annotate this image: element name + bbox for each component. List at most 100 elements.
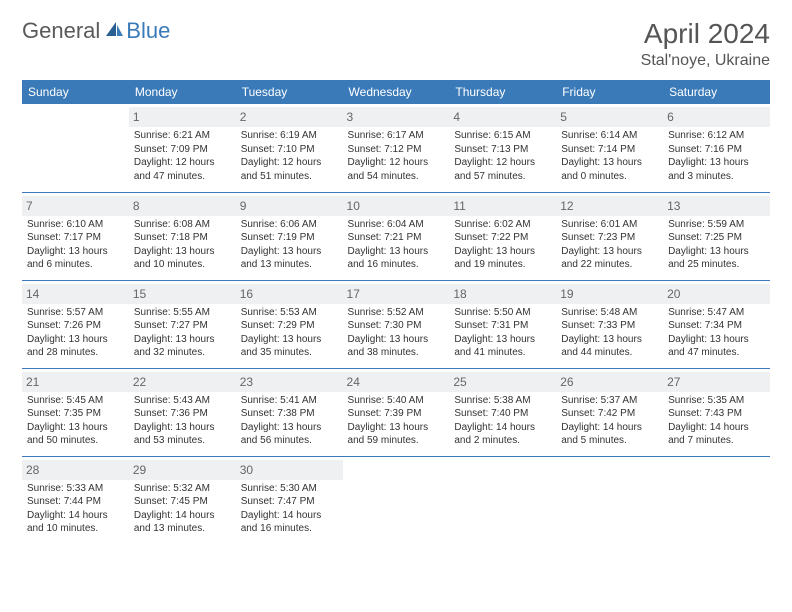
- location-label: Stal'noye, Ukraine: [641, 52, 770, 70]
- sunset-text: Sunset: 7:45 PM: [134, 495, 231, 509]
- sunset-text: Sunset: 7:13 PM: [454, 143, 551, 157]
- day-number: 17: [343, 284, 450, 304]
- sunset-text: Sunset: 7:40 PM: [454, 407, 551, 421]
- calendar-day-cell: [343, 456, 450, 544]
- day-number: 11: [449, 196, 556, 216]
- logo: General Blue: [22, 18, 170, 44]
- daylight-text: Daylight: 13 hours and 35 minutes.: [241, 333, 338, 360]
- day-number: 4: [449, 107, 556, 127]
- sunrise-text: Sunrise: 6:08 AM: [134, 218, 231, 232]
- calendar-day-cell: [556, 456, 663, 544]
- weekday-header: Wednesday: [343, 80, 450, 104]
- sunrise-text: Sunrise: 5:30 AM: [241, 482, 338, 496]
- logo-text-blue: Blue: [126, 18, 170, 44]
- day-number: 18: [449, 284, 556, 304]
- sunrise-text: Sunrise: 6:14 AM: [561, 129, 658, 143]
- sunrise-text: Sunrise: 6:02 AM: [454, 218, 551, 232]
- calendar-day-cell: 13Sunrise: 5:59 AMSunset: 7:25 PMDayligh…: [663, 192, 770, 280]
- sunrise-text: Sunrise: 6:15 AM: [454, 129, 551, 143]
- daylight-text: Daylight: 12 hours and 54 minutes.: [348, 156, 445, 183]
- daylight-text: Daylight: 13 hours and 38 minutes.: [348, 333, 445, 360]
- sunrise-text: Sunrise: 5:57 AM: [27, 306, 124, 320]
- sunset-text: Sunset: 7:36 PM: [134, 407, 231, 421]
- weekday-header: Thursday: [449, 80, 556, 104]
- calendar-day-cell: 5Sunrise: 6:14 AMSunset: 7:14 PMDaylight…: [556, 104, 663, 192]
- sunset-text: Sunset: 7:16 PM: [668, 143, 765, 157]
- sunrise-text: Sunrise: 5:45 AM: [27, 394, 124, 408]
- calendar-day-cell: 22Sunrise: 5:43 AMSunset: 7:36 PMDayligh…: [129, 368, 236, 456]
- daylight-text: Daylight: 13 hours and 47 minutes.: [668, 333, 765, 360]
- sunrise-text: Sunrise: 5:37 AM: [561, 394, 658, 408]
- day-number: 19: [556, 284, 663, 304]
- calendar-day-cell: 25Sunrise: 5:38 AMSunset: 7:40 PMDayligh…: [449, 368, 556, 456]
- day-number: 1: [129, 107, 236, 127]
- sunset-text: Sunset: 7:39 PM: [348, 407, 445, 421]
- calendar-day-cell: [22, 104, 129, 192]
- sunset-text: Sunset: 7:18 PM: [134, 231, 231, 245]
- day-number: 21: [22, 372, 129, 392]
- calendar-week-row: 7Sunrise: 6:10 AMSunset: 7:17 PMDaylight…: [22, 192, 770, 280]
- daylight-text: Daylight: 13 hours and 3 minutes.: [668, 156, 765, 183]
- calendar-day-cell: [663, 456, 770, 544]
- day-number: 25: [449, 372, 556, 392]
- sunset-text: Sunset: 7:47 PM: [241, 495, 338, 509]
- sunrise-text: Sunrise: 5:59 AM: [668, 218, 765, 232]
- sunrise-text: Sunrise: 6:12 AM: [668, 129, 765, 143]
- sunset-text: Sunset: 7:12 PM: [348, 143, 445, 157]
- calendar-day-cell: 17Sunrise: 5:52 AMSunset: 7:30 PMDayligh…: [343, 280, 450, 368]
- sunrise-text: Sunrise: 5:43 AM: [134, 394, 231, 408]
- calendar-day-cell: 15Sunrise: 5:55 AMSunset: 7:27 PMDayligh…: [129, 280, 236, 368]
- weekday-header-row: Sunday Monday Tuesday Wednesday Thursday…: [22, 80, 770, 104]
- calendar-day-cell: 6Sunrise: 6:12 AMSunset: 7:16 PMDaylight…: [663, 104, 770, 192]
- sunset-text: Sunset: 7:19 PM: [241, 231, 338, 245]
- daylight-text: Daylight: 13 hours and 6 minutes.: [27, 245, 124, 272]
- calendar-table: Sunday Monday Tuesday Wednesday Thursday…: [22, 80, 770, 544]
- calendar-day-cell: 16Sunrise: 5:53 AMSunset: 7:29 PMDayligh…: [236, 280, 343, 368]
- sunset-text: Sunset: 7:14 PM: [561, 143, 658, 157]
- sunrise-text: Sunrise: 5:33 AM: [27, 482, 124, 496]
- daylight-text: Daylight: 13 hours and 56 minutes.: [241, 421, 338, 448]
- day-number: 10: [343, 196, 450, 216]
- weekday-header: Tuesday: [236, 80, 343, 104]
- sunset-text: Sunset: 7:38 PM: [241, 407, 338, 421]
- day-number: 13: [663, 196, 770, 216]
- sunset-text: Sunset: 7:10 PM: [241, 143, 338, 157]
- sunrise-text: Sunrise: 6:21 AM: [134, 129, 231, 143]
- sunrise-text: Sunrise: 5:53 AM: [241, 306, 338, 320]
- sunrise-text: Sunrise: 5:55 AM: [134, 306, 231, 320]
- logo-sail-icon: [104, 20, 124, 43]
- daylight-text: Daylight: 13 hours and 32 minutes.: [134, 333, 231, 360]
- day-number: 2: [236, 107, 343, 127]
- day-number: 14: [22, 284, 129, 304]
- day-number: 20: [663, 284, 770, 304]
- calendar-day-cell: 19Sunrise: 5:48 AMSunset: 7:33 PMDayligh…: [556, 280, 663, 368]
- day-number: 5: [556, 107, 663, 127]
- weekday-header: Sunday: [22, 80, 129, 104]
- sunrise-text: Sunrise: 6:17 AM: [348, 129, 445, 143]
- daylight-text: Daylight: 14 hours and 10 minutes.: [27, 509, 124, 536]
- calendar-week-row: 1Sunrise: 6:21 AMSunset: 7:09 PMDaylight…: [22, 104, 770, 192]
- calendar-day-cell: 11Sunrise: 6:02 AMSunset: 7:22 PMDayligh…: [449, 192, 556, 280]
- calendar-day-cell: 8Sunrise: 6:08 AMSunset: 7:18 PMDaylight…: [129, 192, 236, 280]
- daylight-text: Daylight: 13 hours and 59 minutes.: [348, 421, 445, 448]
- daylight-text: Daylight: 13 hours and 19 minutes.: [454, 245, 551, 272]
- daylight-text: Daylight: 13 hours and 28 minutes.: [27, 333, 124, 360]
- calendar-day-cell: 21Sunrise: 5:45 AMSunset: 7:35 PMDayligh…: [22, 368, 129, 456]
- day-number: 29: [129, 460, 236, 480]
- sunrise-text: Sunrise: 6:04 AM: [348, 218, 445, 232]
- calendar-day-cell: 2Sunrise: 6:19 AMSunset: 7:10 PMDaylight…: [236, 104, 343, 192]
- day-number: 12: [556, 196, 663, 216]
- sunrise-text: Sunrise: 5:47 AM: [668, 306, 765, 320]
- sunset-text: Sunset: 7:23 PM: [561, 231, 658, 245]
- sunset-text: Sunset: 7:17 PM: [27, 231, 124, 245]
- daylight-text: Daylight: 13 hours and 25 minutes.: [668, 245, 765, 272]
- sunrise-text: Sunrise: 5:50 AM: [454, 306, 551, 320]
- daylight-text: Daylight: 13 hours and 41 minutes.: [454, 333, 551, 360]
- daylight-text: Daylight: 14 hours and 16 minutes.: [241, 509, 338, 536]
- calendar-day-cell: [449, 456, 556, 544]
- sunrise-text: Sunrise: 6:10 AM: [27, 218, 124, 232]
- sunset-text: Sunset: 7:30 PM: [348, 319, 445, 333]
- daylight-text: Daylight: 13 hours and 22 minutes.: [561, 245, 658, 272]
- day-number: 15: [129, 284, 236, 304]
- calendar-day-cell: 29Sunrise: 5:32 AMSunset: 7:45 PMDayligh…: [129, 456, 236, 544]
